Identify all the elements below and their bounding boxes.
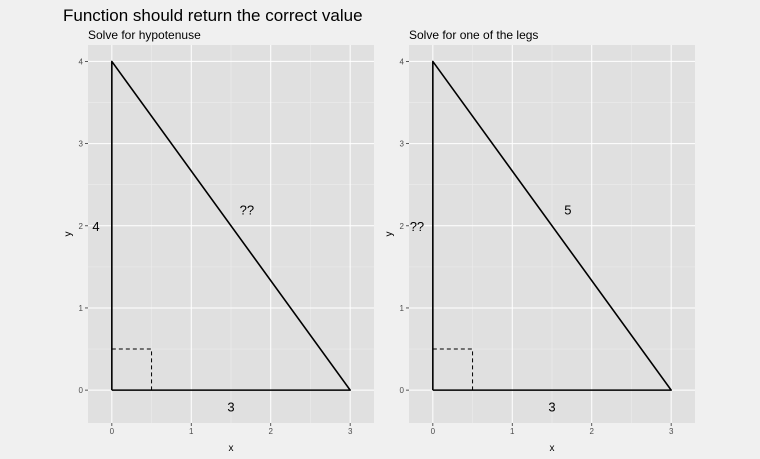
edge-label: ?? [240, 202, 254, 217]
panel-1: Solve for hypotenuse 0 1 2 3 0 1 2 3 4 x y 3 4?? [63, 28, 374, 454]
panel-subtitle: Solve for hypotenuse [88, 28, 201, 42]
x-tick-label: 0 [110, 427, 115, 436]
x-tick-label: 3 [348, 427, 353, 436]
y-tick-label: 0 [400, 386, 405, 395]
x-tick-label: 0 [431, 427, 436, 436]
edge-label: 4 [92, 219, 99, 234]
triangle-path [111, 60, 351, 391]
y-tick-label: 4 [79, 57, 84, 66]
x-tick-label: 3 [669, 427, 674, 436]
x-axis-label: x [229, 443, 234, 454]
x-tick-label: 2 [589, 427, 594, 436]
y-tick-label: 2 [400, 222, 405, 231]
y-tick-label: 2 [79, 222, 84, 231]
edge-label: ?? [410, 219, 424, 234]
figure-title: Function should return the correct value [63, 6, 363, 25]
x-tick-label: 1 [189, 427, 194, 436]
x-tick-label: 2 [268, 427, 273, 436]
y-tick-label: 3 [400, 140, 405, 149]
y-tick-label: 4 [400, 57, 405, 66]
edge-label: 3 [548, 400, 555, 415]
panel-2: Solve for one of the legs 0 1 2 3 0 1 2 3 4 x y 3?? 5 [384, 28, 695, 454]
triangle-path [432, 60, 672, 391]
x-tick-label: 1 [510, 427, 515, 436]
y-axis-label: y [63, 232, 74, 237]
y-tick-label: 1 [79, 304, 84, 313]
panel-subtitle: Solve for one of the legs [409, 28, 538, 42]
edge-label: 3 [227, 400, 234, 415]
y-tick-label: 1 [400, 304, 405, 313]
x-axis-label: x [550, 443, 555, 454]
edge-label: 5 [564, 202, 571, 217]
y-tick-label: 3 [79, 140, 84, 149]
y-axis-label: y [384, 232, 395, 237]
y-tick-label: 0 [79, 386, 84, 395]
